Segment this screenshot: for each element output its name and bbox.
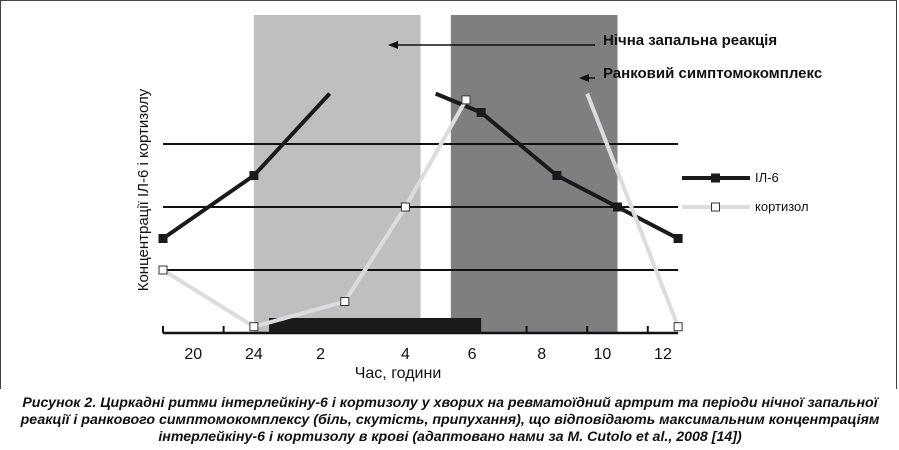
data-point-cortisol <box>673 322 683 332</box>
shaded-period-2 <box>450 15 618 333</box>
x-tick-label: 20 <box>184 346 202 363</box>
data-point-cortisol <box>158 265 168 275</box>
annotation-arrowhead-night <box>388 41 398 49</box>
x-tick-label: 6 <box>468 346 477 363</box>
shaded-period-1 <box>253 15 421 333</box>
x-tick-label: 12 <box>654 346 672 363</box>
data-point-il6 <box>673 234 683 243</box>
series-line-2-segment-2 <box>585 92 680 328</box>
data-point-il6 <box>249 171 259 180</box>
legend-marker-cortisol <box>711 202 720 212</box>
legend-label-il6: ІЛ-6 <box>755 170 779 185</box>
annotation-arrowhead-morning <box>579 74 589 82</box>
y-axis-title: Концентрації ІЛ-6 і кортизолу <box>135 88 152 291</box>
annotation-morning-symptoms: Ранковий симптомокомплекс <box>603 65 822 82</box>
data-point-il6 <box>158 234 168 243</box>
figure-frame <box>0 0 897 389</box>
x-tick-label: 4 <box>401 346 410 363</box>
legend-label-cortisol: кортизол <box>755 199 809 214</box>
x-axis-title: Час, години <box>355 365 442 382</box>
data-point-cortisol <box>340 297 350 306</box>
x-tick-label: 2 <box>316 346 325 363</box>
x-tick-label: 8 <box>537 346 546 363</box>
data-point-il6 <box>613 202 622 212</box>
data-point-il6 <box>552 171 562 180</box>
data-point-cortisol <box>400 202 410 212</box>
data-point-cortisol <box>461 95 471 105</box>
x-tick-label: 24 <box>245 346 263 363</box>
annotation-night-reaction: Нічна запальна реакція <box>603 32 777 49</box>
sleep-period-bar <box>269 318 482 333</box>
x-tick-label: 10 <box>593 346 611 363</box>
data-point-cortisol <box>249 322 259 332</box>
legend-marker-il6 <box>711 173 720 183</box>
figure-caption: Рисунок 2. Циркадні ритми інтерлейкіну-6… <box>20 395 880 445</box>
data-point-il6 <box>476 108 486 117</box>
chart: 20 24 2 4 6 8 10 12 Час, години Концентрації ІЛ… <box>135 15 822 382</box>
